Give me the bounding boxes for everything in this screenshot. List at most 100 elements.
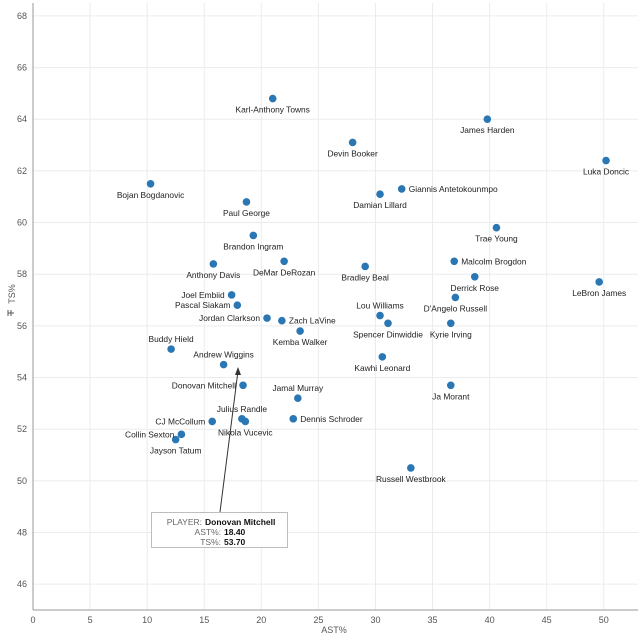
x-tick-label: 45 [542, 615, 552, 625]
point-label: DeMar DeRozan [253, 267, 316, 277]
point-label: Jordan Clarkson [199, 313, 260, 323]
data-point[interactable] [227, 291, 236, 299]
point-label: Kawhi Leonard [354, 363, 410, 373]
point-label: Ja Morant [432, 391, 470, 401]
data-point[interactable] [451, 293, 460, 302]
data-point[interactable] [209, 260, 218, 268]
point-label: Donovan Mitchell [172, 380, 236, 390]
data-point[interactable] [219, 360, 228, 369]
y-tick-label: 66 [17, 63, 27, 73]
data-point[interactable] [280, 257, 288, 266]
y-tick-label: 64 [17, 114, 27, 124]
data-point[interactable] [268, 94, 277, 103]
data-point[interactable] [249, 231, 258, 240]
data-point[interactable] [361, 262, 369, 271]
x-tick-label: 35 [428, 615, 438, 625]
point-label: Zach LaVine [289, 316, 336, 326]
data-point[interactable] [446, 319, 455, 328]
data-point[interactable] [296, 327, 304, 335]
point-label: Dennis Schroder [300, 414, 363, 424]
data-point[interactable] [595, 278, 603, 286]
point-label: Trae Young [475, 234, 518, 244]
data-point[interactable] [602, 156, 610, 165]
y-axis-title: TS% [7, 284, 17, 304]
data-point[interactable] [376, 190, 384, 198]
point-label: Collin Sexton [125, 429, 175, 439]
data-point[interactable] [242, 198, 251, 206]
axes [32, 3, 638, 611]
point-label: Brandon Ingram [223, 241, 283, 251]
tooltip-player-value: Donovan Mitchell [205, 517, 276, 527]
x-tick-labels: 0 5 10 15 20 25 30 35 40 45 50 [30, 615, 608, 625]
data-point[interactable] [208, 417, 217, 426]
data-point[interactable] [376, 311, 384, 320]
data-point[interactable] [483, 115, 492, 124]
data-point[interactable] [294, 394, 302, 402]
data-point[interactable] [384, 319, 392, 328]
tooltip-ts-value: 53.70 [224, 537, 246, 547]
tooltip-ts-key: TS%: [200, 537, 221, 547]
x-tick-label: 10 [142, 615, 152, 625]
tooltip-ast-row: AST%: 18.40 [152, 527, 246, 537]
x-axis-title: AST% [321, 625, 347, 635]
point-label: Karl-Anthony Towns [236, 105, 310, 115]
point-label: Giannis Antetokounmpo [409, 184, 498, 194]
x-tick-label: 25 [313, 615, 323, 625]
point-label: Bojan Bogdanovic [117, 190, 185, 200]
point-label: Spencer Dinwiddie [353, 329, 423, 339]
data-point[interactable] [177, 430, 186, 439]
data-point[interactable] [241, 417, 250, 426]
data-point[interactable] [348, 138, 357, 147]
x-tick-label: 5 [88, 615, 93, 625]
point-label: Paul George [223, 208, 270, 218]
tooltip: PLAYER: Donovan Mitchell AST%: 18.40 TS%: 5… [151, 512, 288, 548]
point-label: Anthony Davis [186, 270, 240, 280]
data-point[interactable] [492, 223, 501, 232]
data-point[interactable] [450, 257, 459, 266]
data-point[interactable] [446, 381, 455, 390]
data-point[interactable] [263, 314, 271, 322]
point-label: James Harden [460, 125, 515, 135]
x-tick-label: 15 [199, 615, 209, 625]
x-tick-label: 30 [370, 615, 380, 625]
x-tick-label: 40 [485, 615, 495, 625]
y-tick-label: 46 [17, 579, 27, 589]
gridlines [32, 3, 638, 610]
tooltip-ast-key: AST%: [194, 527, 221, 537]
point-label: Jayson Tatum [150, 446, 202, 456]
y-tick-label: 50 [17, 476, 27, 486]
pin-icon[interactable] [7, 310, 14, 316]
y-tick-label: 58 [17, 269, 27, 279]
point-label: Lou Williams [356, 301, 403, 311]
tooltip-pointer [219, 367, 241, 513]
point-label: Russell Westbrook [376, 474, 446, 484]
point-label: Derrick Rose [451, 283, 500, 293]
data-point[interactable] [407, 464, 415, 472]
data-point[interactable] [289, 415, 298, 423]
point-label: Pascal Siakam [175, 300, 230, 310]
data-point[interactable] [470, 272, 479, 281]
point-label: Bradley Beal [341, 272, 389, 282]
y-tick-label: 54 [17, 373, 27, 383]
data-point[interactable] [167, 345, 175, 353]
y-tick-labels: 46 48 50 52 54 56 58 60 62 64 66 68 [17, 11, 27, 589]
tooltip-ast-value: 18.40 [224, 527, 246, 537]
y-tick-label: 56 [17, 321, 27, 331]
data-point[interactable] [278, 316, 286, 325]
point-label: CJ McCollum [155, 416, 205, 426]
point-label: D'Angelo Russell [424, 303, 488, 313]
point-label: Damian Lillard [353, 200, 407, 210]
point-label: Joel Embiid [181, 290, 225, 300]
point-label: Buddy Hield [149, 334, 195, 344]
data-point[interactable] [397, 185, 406, 193]
data-point[interactable] [146, 180, 155, 188]
tooltip-ts-row: TS%: 53.70 [152, 537, 245, 547]
data-point[interactable] [378, 353, 387, 361]
data-point[interactable] [171, 435, 180, 444]
y-tick-label: 52 [17, 424, 27, 434]
x-tick-label: 20 [256, 615, 266, 625]
data-point[interactable] [233, 301, 242, 310]
y-tick-label: 68 [17, 11, 27, 21]
data-point[interactable] [239, 381, 247, 390]
